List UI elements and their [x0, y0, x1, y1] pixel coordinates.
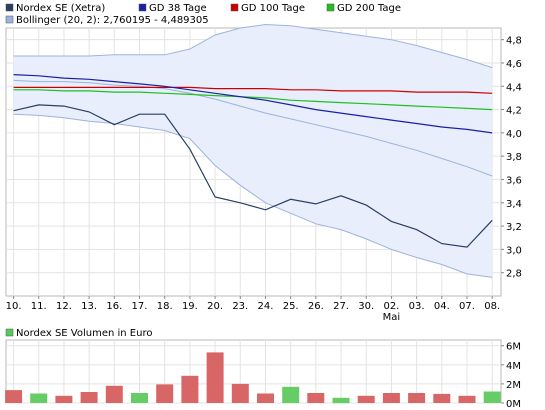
price-tick-label: 4,2 — [506, 106, 522, 117]
volume-bar — [483, 391, 501, 403]
volume-tick-label: 2M — [506, 380, 521, 391]
price-tick-label: 4,0 — [506, 129, 522, 140]
volume-bar — [181, 375, 199, 403]
legend-label-bollinger-20-2-2-760195-4-489305: Bollinger (20, 2): 2,760195 - 4,489305 — [16, 15, 209, 26]
volume-legend-label: Nordex SE Volumen in Euro — [16, 328, 152, 339]
volume-bar — [458, 395, 476, 403]
volume-bar — [105, 385, 123, 403]
volume-legend: Nordex SE Volumen in Euro — [5, 328, 152, 339]
x-tick-label: 17. — [132, 301, 148, 312]
volume-bar — [5, 390, 23, 403]
x-tick-label: 25. — [283, 301, 299, 312]
legend-label-gd-200-tage: GD 200 Tage — [337, 3, 401, 14]
legend-swatch-bollinger-20-2-2-760195-4-489305 — [5, 15, 14, 24]
x-tick-label: 04. — [434, 301, 450, 312]
series-line-bollinger-middle — [13, 79, 493, 177]
legend-label-nordex-se-xetra: Nordex SE (Xetra) — [16, 3, 105, 14]
x-tick-label: 30. — [358, 301, 374, 312]
price-tick-label: 4,8 — [506, 36, 522, 47]
volume-bar — [206, 352, 224, 403]
volume-bar — [231, 383, 249, 403]
x-axis: 10. 11. 12. 13. 16. 17. 18. 19. 20. 23. 24. 25. 26. 2… — [6, 296, 500, 323]
volume-bar — [357, 395, 375, 403]
legend-swatch-nordex-se-xetra — [5, 3, 14, 12]
price-tick-label: 2,8 — [506, 269, 522, 280]
x-month-label: Mai — [383, 312, 401, 323]
x-tick-label: 23. — [232, 301, 248, 312]
volume-bar — [30, 393, 48, 403]
volume-bar — [131, 393, 148, 403]
series-line-gd-200-tage — [13, 89, 493, 111]
price-tick-label: 4,4 — [506, 82, 522, 93]
price-legend: Nordex SE (Xetra) GD 38 Tage GD 100 Tage GD… — [5, 3, 401, 26]
volume-bar — [55, 395, 73, 403]
legend-label-gd-100-tage: GD 100 Tage — [241, 3, 305, 14]
x-tick-label: 26. — [308, 301, 324, 312]
price-tick-label: 3,2 — [506, 222, 522, 233]
series-line-gd-38-tage — [13, 74, 493, 134]
price-tick-label: 3,4 — [506, 199, 522, 210]
price-y-axis: 2,8 3,0 3,2 3,4 3,6 3,8 4,0 4,2 4,4 4,6 4,8 — [501, 36, 522, 280]
price-tick-label: 3,0 — [506, 245, 522, 256]
series-line-nordex-se-xetra — [13, 104, 493, 248]
x-tick-label: 27. — [333, 301, 349, 312]
price-tick-label: 3,6 — [506, 175, 522, 186]
volume-bars — [5, 352, 501, 404]
volume-bar — [332, 397, 350, 404]
x-tick-label: 07. — [459, 301, 475, 312]
volume-bar — [408, 393, 426, 403]
x-tick-label: 19. — [182, 301, 198, 312]
volume-bar — [433, 393, 451, 403]
series-line-bollinger-lower — [13, 113, 493, 278]
volume-bar — [382, 393, 400, 403]
x-tick-label: 02. — [383, 301, 399, 312]
x-tick-label: 13. — [81, 301, 97, 312]
price-tick-label: 3,8 — [506, 152, 522, 163]
legend-swatch-gd-38-tage — [138, 3, 147, 12]
volume-tick-label: 6M — [506, 342, 521, 353]
x-tick-label: 20. — [207, 301, 223, 312]
price-lines — [13, 23, 493, 278]
volume-tick-label: 4M — [506, 361, 521, 372]
series-line-bollinger-upper — [13, 23, 493, 69]
x-tick-label: 24. — [258, 301, 274, 312]
x-tick-label: 10. — [6, 301, 22, 312]
x-tick-label: 08. — [484, 301, 500, 312]
volume-tick-label: 0M — [506, 399, 521, 410]
x-tick-label: 16. — [106, 301, 122, 312]
volume-bar — [156, 384, 174, 403]
x-tick-label: 18. — [157, 301, 173, 312]
volume-bar — [307, 393, 325, 403]
volume-plot-frame — [5, 339, 502, 404]
volume-bar — [257, 393, 274, 403]
legend-swatch-gd-200-tage — [326, 3, 335, 12]
legend-label-gd-38-tage: GD 38 Tage — [149, 3, 207, 14]
series-line-gd-100-tage — [13, 86, 493, 94]
x-tick-label: 03. — [409, 301, 425, 312]
price-tick-label: 4,6 — [506, 59, 522, 70]
volume-bar — [282, 386, 300, 403]
legend-swatch-gd-100-tage — [230, 3, 239, 12]
volume-bar — [80, 392, 98, 403]
x-tick-label: 12. — [56, 301, 72, 312]
volume-legend-swatch — [5, 328, 14, 337]
x-tick-label: 11. — [31, 301, 47, 312]
volume-y-axis: 0M 2M 4M 6M — [501, 342, 521, 410]
